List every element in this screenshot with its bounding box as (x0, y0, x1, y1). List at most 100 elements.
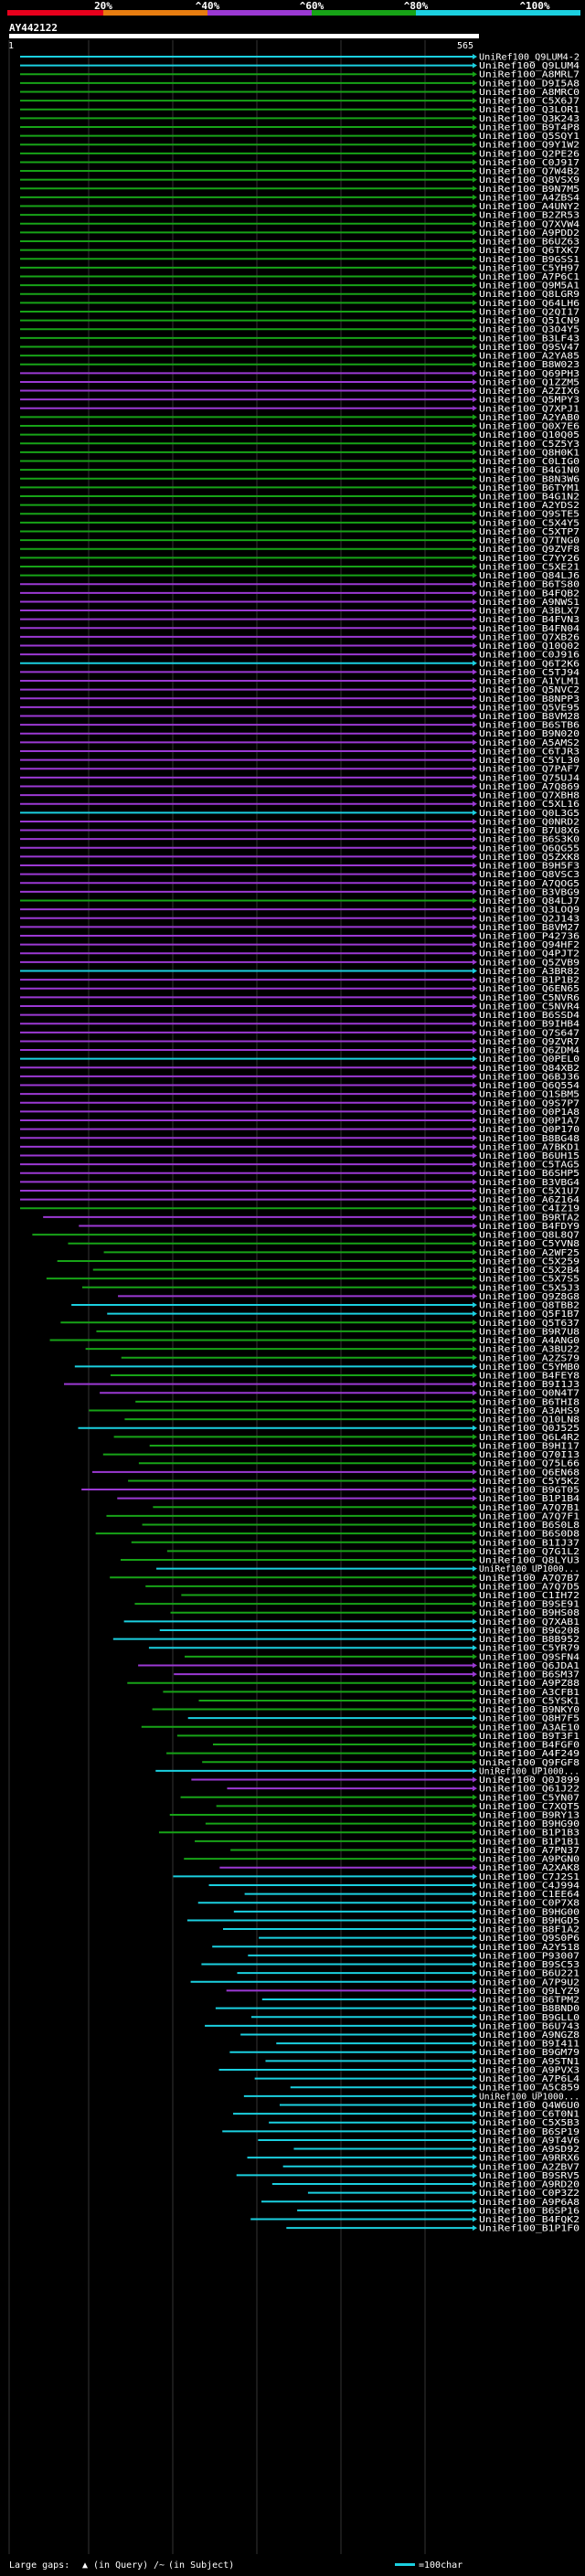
hit-row[interactable]: UniRef100_D9I5A8 (20, 79, 580, 89)
hit-row[interactable]: UniRef100_C5XTP7 (20, 527, 580, 537)
hit-row[interactable]: UniRef100_A3BU22 (85, 1345, 580, 1355)
hit-label[interactable]: UniRef100_A7PN37 (479, 1846, 580, 1856)
hit-label[interactable]: UniRef100_Q0P1A8 (479, 1108, 580, 1118)
hit-label[interactable]: UniRef100_A2YAB0 (479, 413, 580, 423)
hit-row[interactable]: UniRef100_B9T4P8 (20, 122, 580, 133)
hit-label[interactable]: UniRef100_B4FN04 (479, 624, 580, 634)
hit-row[interactable]: UniRef100_Q10Q05 (20, 430, 580, 440)
hit-row[interactable]: UniRef100_Q84LJ7 (20, 896, 580, 906)
hit-row[interactable]: UniRef100_A8MRL7 (20, 70, 580, 80)
hit-label[interactable]: UniRef100_A6Z164 (479, 1195, 580, 1205)
hit-label[interactable]: UniRef100_Q7W4B2 (479, 167, 580, 177)
hit-row[interactable]: UniRef100_C0J916 (20, 651, 580, 661)
hit-row[interactable]: UniRef100_B6SHP5 (20, 1169, 580, 1179)
hit-row[interactable]: UniRef100_C7YY26 (20, 554, 580, 564)
hit-label[interactable]: UniRef100_C5XL16 (479, 800, 580, 810)
hit-label[interactable]: UniRef100_B1P1B1 (479, 1837, 580, 1847)
hit-label[interactable]: UniRef100_Q6Q554 (479, 1081, 580, 1091)
hit-row[interactable]: UniRef100_Q7XVW4 (20, 219, 580, 229)
hit-row[interactable]: UniRef100_B6UZ63 (20, 238, 580, 248)
hit-row[interactable]: UniRef100_C5Y5K2 (128, 1477, 580, 1487)
hit-label[interactable]: UniRef100_C6T0N1 (479, 2110, 580, 2120)
hit-row[interactable]: UniRef100_C6TJR3 (20, 747, 580, 757)
hit-row[interactable]: UniRef100_Q94HF2 (20, 940, 580, 950)
hit-label[interactable]: UniRef100_B9I411 (479, 2040, 580, 2050)
hit-label[interactable]: UniRef100_Q5ZVB9 (479, 958, 580, 968)
hit-label[interactable]: UniRef100_A3BLX7 (479, 607, 580, 617)
hit-row[interactable]: UniRef100_C6T0N1 (233, 2110, 580, 2120)
hit-label[interactable]: UniRef100_Q61J22 (479, 1785, 580, 1795)
hit-label[interactable]: UniRef100_Q84XB2 (479, 1064, 580, 1074)
hit-row[interactable]: UniRef100_Q0J899 (191, 1776, 580, 1786)
hit-row[interactable]: UniRef100_A7Q869 (20, 782, 580, 792)
hit-label[interactable]: UniRef100_B9T4P8 (479, 122, 580, 133)
hit-label[interactable]: UniRef100_Q6JDA1 (479, 1661, 580, 1671)
hit-label[interactable]: UniRef100_Q0L3G5 (479, 809, 580, 819)
hit-label[interactable]: UniRef100_B8VM28 (479, 712, 580, 722)
hit-label[interactable]: UniRef100_C6TJR3 (479, 747, 580, 757)
hit-label[interactable]: UniRef100_C5TJ94 (479, 668, 580, 678)
hit-row[interactable]: UniRef100_A1YLM1 (20, 677, 580, 687)
hit-label[interactable]: UniRef100_C5NVR6 (479, 993, 580, 1003)
hit-label[interactable]: UniRef100_B1P1B3 (479, 1829, 580, 1839)
hit-label[interactable]: UniRef100_B1P1B2 (479, 976, 580, 986)
hit-row[interactable]: UniRef100_B8F1A2 (223, 1925, 580, 1935)
hit-row[interactable]: UniRef100_Q5ZXK8 (20, 853, 580, 863)
hit-label[interactable]: UniRef100_A7P9U2 (479, 1977, 580, 1988)
hit-row[interactable]: UniRef100_Q5ZVB9 (20, 958, 580, 968)
hit-row[interactable]: UniRef100_B8BND0 (215, 2004, 580, 2014)
hit-label[interactable]: UniRef100_C5YR79 (479, 1644, 580, 1654)
hit-row[interactable]: UniRef100_A2YAB0 (20, 413, 580, 423)
hit-row[interactable]: UniRef100_A2ZIX6 (20, 387, 580, 397)
hit-label[interactable]: UniRef100_A7Q7D5 (479, 1582, 580, 1592)
hit-row[interactable]: UniRef100_B4FDY9 (79, 1222, 580, 1232)
hit-label[interactable]: UniRef100_Q6TXK7 (479, 246, 580, 256)
hit-row[interactable]: UniRef100_Q9STE5 (20, 510, 580, 520)
hit-label[interactable]: UniRef100_C7YY26 (479, 554, 580, 564)
hit-label[interactable]: UniRef100_Q0N4T7 (479, 1389, 580, 1399)
hit-row[interactable]: UniRef100_A7BKD1 (20, 1142, 580, 1152)
hit-row[interactable]: UniRef100_C0LIG0 (20, 457, 580, 467)
hit-label[interactable]: UniRef100_Q6L4R2 (479, 1433, 580, 1443)
hit-row[interactable]: UniRef100_A9PZ88 (127, 1679, 580, 1689)
hit-row[interactable]: UniRef100_B8W023 (20, 360, 580, 370)
hit-row[interactable]: UniRef100_A2ZBV7 (282, 2162, 580, 2172)
hit-label[interactable]: UniRef100_B6S3K0 (479, 835, 580, 845)
hit-label[interactable]: UniRef100_C1EE64 (479, 1890, 580, 1900)
hit-label[interactable]: UniRef100_A7QOG5 (479, 879, 580, 889)
hit-label[interactable]: UniRef100_B4FDY9 (479, 1222, 580, 1232)
hit-row[interactable]: UniRef100_B9IHB4 (20, 1020, 580, 1030)
hit-label[interactable]: UniRef100_B3VBG9 (479, 887, 580, 897)
hit-label[interactable]: UniRef100_C5NVR4 (479, 1002, 580, 1012)
hit-label[interactable]: UniRef100_C5X7S5 (479, 1275, 580, 1285)
hit-label[interactable]: UniRef100_Q7S647 (479, 1028, 580, 1038)
hit-row[interactable]: UniRef100_Q6T2K6 (20, 659, 580, 669)
hit-row[interactable]: UniRef100_Q3LOR1 (20, 105, 580, 115)
hit-row[interactable]: UniRef100_Q2J143 (20, 914, 580, 924)
hit-row[interactable]: UniRef100_C7J2S1 (173, 1872, 580, 1882)
hit-row[interactable]: UniRef100_Q9S7P7 (20, 1098, 580, 1108)
hit-label[interactable]: UniRef100_C5YL30 (479, 756, 580, 766)
hit-label[interactable]: UniRef100_C5XTP7 (479, 527, 580, 537)
hit-row[interactable]: UniRef100_Q8TBB2 (71, 1301, 580, 1311)
hit-label[interactable]: UniRef100_B8BND0 (479, 2004, 580, 2014)
hit-row[interactable]: UniRef100_B6THI8 (135, 1397, 580, 1407)
hit-row[interactable]: UniRef100_A7P6L4 (254, 2074, 580, 2084)
hit-label[interactable]: UniRef100_Q0J899 (479, 1776, 580, 1786)
hit-label[interactable]: UniRef100_A9PVX3 (479, 2065, 580, 2075)
hit-label[interactable]: UniRef100_Q3O4Y5 (479, 325, 580, 335)
hit-label[interactable]: UniRef100_Q1ZZM5 (479, 377, 580, 387)
hit-row[interactable]: UniRef100_A4F249 (166, 1749, 580, 1759)
hit-label[interactable]: UniRef100_A3BR82 (479, 967, 580, 977)
hit-label[interactable]: UniRef100_C5X2B4 (479, 1266, 580, 1276)
hit-label[interactable]: UniRef100_Q7G1L2 (479, 1547, 580, 1557)
hit-label[interactable]: UniRef100_Q70I13 (479, 1450, 580, 1460)
hit-label[interactable]: UniRef100_B9RTA2 (479, 1213, 580, 1223)
hit-row[interactable]: UniRef100_Q10Q02 (20, 641, 580, 652)
hit-row[interactable]: UniRef100_B9T3F1 (176, 1732, 580, 1742)
hit-row[interactable]: UniRef100_Q8LGR9 (20, 290, 580, 300)
hit-row[interactable]: UniRef100_A8MRC0 (20, 88, 580, 98)
hit-row[interactable]: UniRef100_A5AMS2 (20, 738, 580, 748)
hit-label[interactable]: UniRef100_Q2QI17 (479, 307, 580, 317)
hit-label[interactable]: UniRef100_Q9LYZ9 (479, 1987, 580, 1997)
